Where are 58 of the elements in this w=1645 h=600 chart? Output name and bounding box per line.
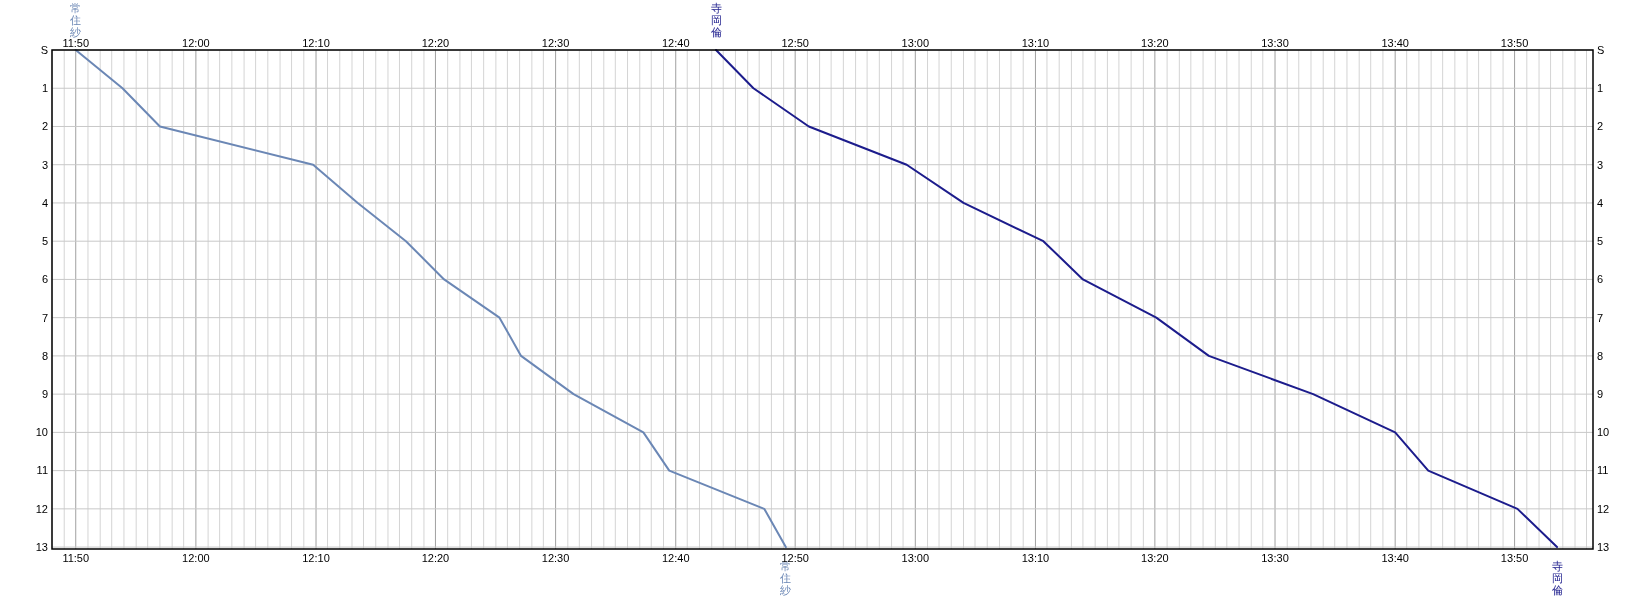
x-tick-label: 13:50 (1500, 37, 1529, 49)
y2-tick-label: 6 (1597, 273, 1604, 286)
y-tick-label: 2 (41, 120, 48, 133)
y2-tick-label: 8 (1597, 349, 1604, 362)
x-tick-label: 13:20 (1141, 37, 1169, 49)
y-tick-label: 13 (35, 540, 48, 553)
x-tick-label: 13:40 (1381, 37, 1409, 49)
x2-tick-label: 13:40 (1381, 552, 1409, 564)
y2-tick-label: 9 (1597, 387, 1604, 400)
x2-tick-label: 13:10 (1021, 552, 1050, 564)
y2-tick-label: 10 (1597, 426, 1610, 439)
x-tick-label: 12:10 (302, 37, 330, 49)
y2-tick-label: 1 (1597, 82, 1604, 95)
x2-tick-label: 13:20 (1141, 552, 1169, 564)
line-series (715, 49, 1559, 549)
line-series (74, 49, 787, 549)
y-tick-label: 6 (41, 273, 48, 286)
x-tick-label: 12:40 (661, 37, 690, 49)
y-tick-label: 4 (41, 196, 48, 209)
x2-tick-label: 12:00 (182, 552, 210, 564)
text: 寺岡倫 (1551, 560, 1563, 597)
y-tick-label: 1 (41, 82, 48, 95)
x-tick-label: 13:00 (901, 37, 930, 49)
x-tick-label: 12:20 (421, 37, 450, 49)
y-tick-label: 10 (35, 426, 48, 439)
x2-tick-label: 12:40 (661, 552, 690, 564)
y2-tick-label: 13 (1597, 540, 1610, 553)
y2-tick-label: 12 (1597, 502, 1610, 515)
y-tick-label: 5 (41, 235, 48, 248)
x2-tick-label: 12:10 (302, 552, 330, 564)
y-tick-label: 7 (41, 311, 48, 324)
y-tick-label: 3 (41, 158, 48, 171)
y-tick-label: 8 (41, 349, 48, 362)
series-label: 常住紗 (70, 2, 82, 39)
y-tick-label: 12 (35, 502, 48, 515)
y-tick-label: S (40, 43, 48, 56)
x-tick-label: 13:10 (1021, 37, 1050, 49)
x2-tick-label: 12:30 (541, 552, 570, 564)
y2-tick-label: 2 (1597, 120, 1604, 133)
y2-tick-label: 11 (1597, 464, 1609, 477)
y2-tick-label: 4 (1597, 196, 1604, 209)
y-tick-label: 11 (36, 464, 48, 477)
x2-tick-label: 13:00 (901, 552, 930, 564)
x2-tick-label: 13:30 (1261, 552, 1289, 564)
series-label: 寺岡倫 (710, 2, 722, 39)
y2-tick-label: S (1597, 43, 1605, 56)
x2-tick-label: 11:50 (62, 552, 90, 564)
x-tick-label: 12:50 (781, 37, 809, 49)
y-tick-label: 9 (41, 387, 48, 400)
y2-tick-label: 3 (1597, 158, 1604, 171)
x2-tick-label: 13:50 (1500, 552, 1529, 564)
y2-tick-label: 5 (1597, 235, 1604, 248)
y2-tick-label: 7 (1597, 311, 1604, 324)
x-tick-label: 12:00 (182, 37, 210, 49)
x2-tick-label: 12:20 (421, 552, 450, 564)
x-tick-label: 11:50 (62, 37, 90, 49)
x-tick-label: 13:30 (1261, 37, 1289, 49)
x-tick-label: 12:30 (541, 37, 570, 49)
